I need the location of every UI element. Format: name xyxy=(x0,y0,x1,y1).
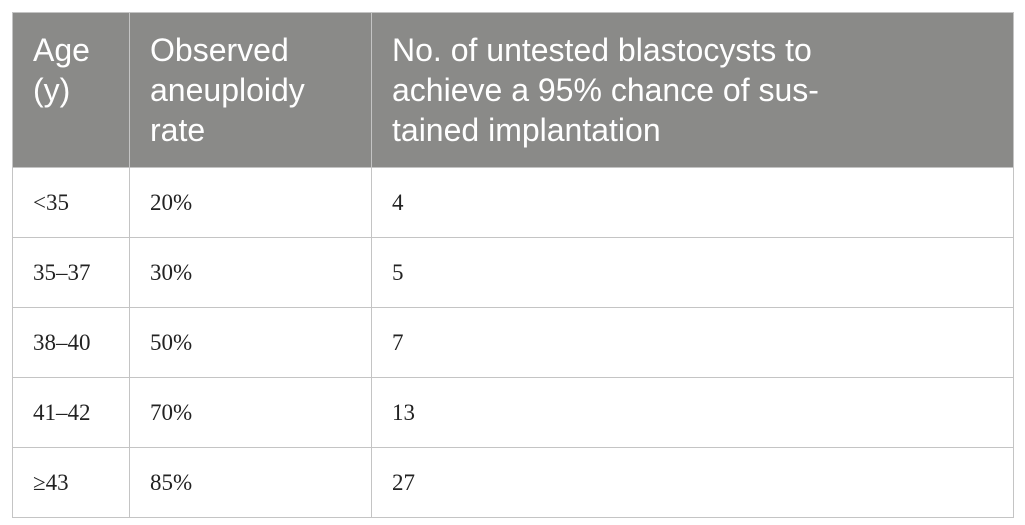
header-line: No. of untested blastocysts to xyxy=(392,32,812,68)
header-line: achieve a 95% chance of sus- xyxy=(392,72,819,108)
header-cell: Observed aneuploidy rate xyxy=(129,12,372,168)
header-line: aneuploidy xyxy=(150,72,305,108)
table-row: <35 20% 4 xyxy=(12,167,1014,238)
table-cell: 41–42 xyxy=(12,377,130,448)
header-line: (y) xyxy=(33,72,71,108)
header-line: Observed xyxy=(150,32,289,68)
table-cell: 5 xyxy=(371,237,1014,308)
table-cell: 38–40 xyxy=(12,307,130,378)
header-row: Age (y) Observed aneuploidy rate No. of untes… xyxy=(12,12,1014,168)
header-line: tained implantation xyxy=(392,112,661,148)
table-body: <35 20% 4 35–37 30% 5 38–40 50% 7 41–42 70% 13 ≥43 85… xyxy=(12,167,1014,518)
table-cell: <35 xyxy=(12,167,130,238)
table-cell: 30% xyxy=(129,237,372,308)
table-cell: 4 xyxy=(371,167,1014,238)
data-table: Age (y) Observed aneuploidy rate No. of untes… xyxy=(12,12,1014,518)
table-row: ≥43 85% 27 xyxy=(12,447,1014,518)
table-row: 41–42 70% 13 xyxy=(12,377,1014,448)
header-line: rate xyxy=(150,112,206,148)
table-cell: ≥43 xyxy=(12,447,130,518)
table-cell: 85% xyxy=(129,447,372,518)
table-cell: 7 xyxy=(371,307,1014,378)
table-cell: 70% xyxy=(129,377,372,448)
table-cell: 27 xyxy=(371,447,1014,518)
header-cell: Age (y) xyxy=(12,12,130,168)
table-cell: 20% xyxy=(129,167,372,238)
header-cell: No. of untested blastocysts to achieve a … xyxy=(371,12,1014,168)
table-cell: 35–37 xyxy=(12,237,130,308)
table-row: 38–40 50% 7 xyxy=(12,307,1014,378)
table-cell: 13 xyxy=(371,377,1014,448)
table-row: 35–37 30% 5 xyxy=(12,237,1014,308)
table-cell: 50% xyxy=(129,307,372,378)
header-line: Age xyxy=(33,32,90,68)
